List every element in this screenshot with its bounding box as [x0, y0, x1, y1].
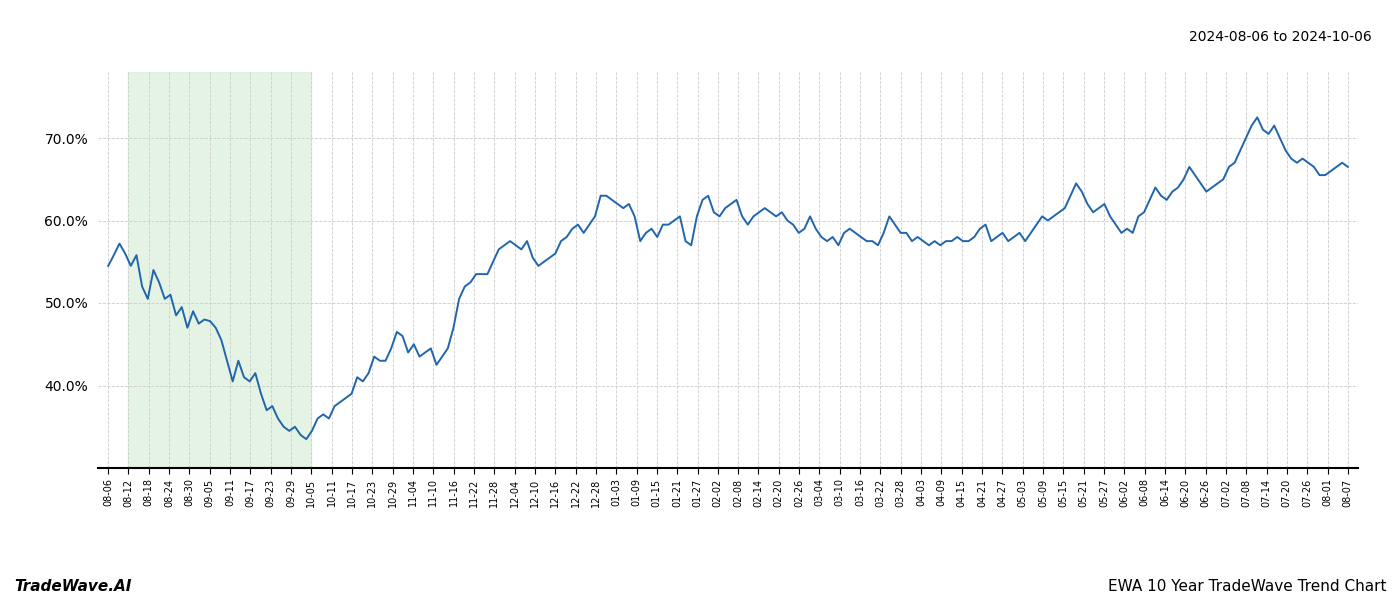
Text: EWA 10 Year TradeWave Trend Chart: EWA 10 Year TradeWave Trend Chart — [1107, 579, 1386, 594]
Text: TradeWave.AI: TradeWave.AI — [14, 579, 132, 594]
Bar — [129, 72, 311, 468]
Text: 2024-08-06 to 2024-10-06: 2024-08-06 to 2024-10-06 — [1189, 30, 1372, 44]
